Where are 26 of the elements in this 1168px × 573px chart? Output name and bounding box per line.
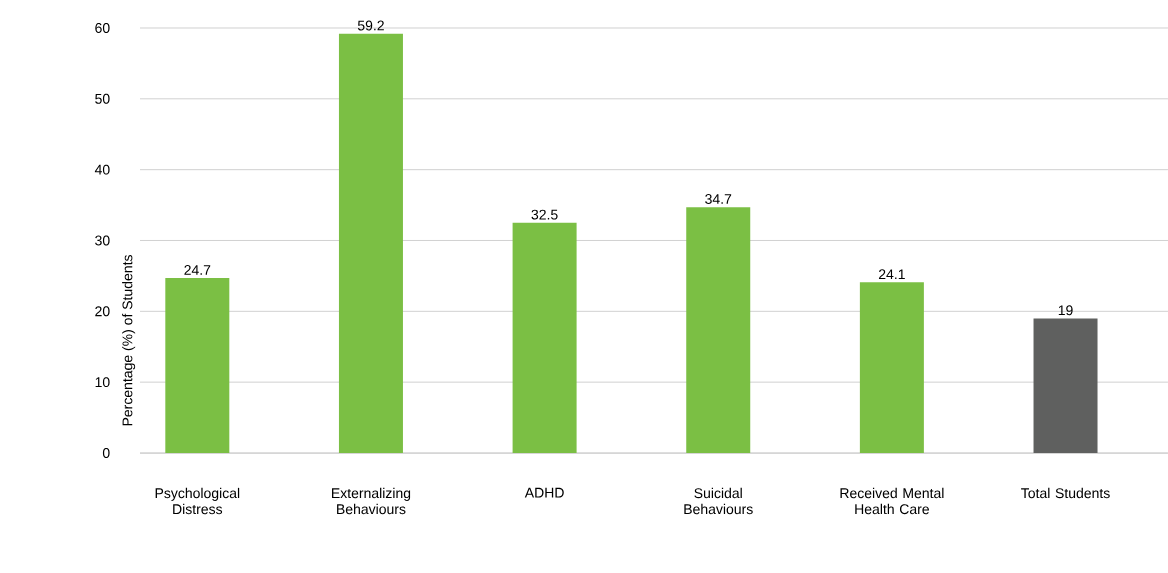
bar (686, 207, 751, 453)
data-label: 32.5 (531, 209, 558, 220)
x-tick-label: Received Mental Health Care (840, 487, 944, 515)
bar (165, 278, 230, 453)
y-tick-label: 10 (95, 377, 110, 388)
x-tick-label: Externalizing Behaviours (332, 487, 411, 515)
y-tick-label: 0 (102, 448, 110, 458)
x-tick-label: Suicidal Behaviours (684, 487, 753, 515)
bar (859, 282, 924, 453)
y-axis-title: Percentage (%) of Students (122, 255, 136, 426)
data-label: 34.7 (705, 194, 732, 205)
x-tick-label: Psychological Distress (155, 487, 240, 515)
x-tick-label: ADHD (524, 487, 564, 498)
bar (512, 222, 577, 453)
x-tick-label: Total Students (1021, 487, 1110, 499)
data-label: 19 (1058, 305, 1073, 316)
data-label: 59.2 (357, 20, 384, 31)
y-tick-label: 50 (95, 93, 110, 104)
data-label: 24.1 (878, 269, 905, 280)
bar (338, 33, 403, 453)
y-tick-label: 40 (94, 164, 110, 175)
bar (1033, 318, 1098, 453)
data-label: 24.7 (184, 265, 211, 275)
y-tick-label: 60 (95, 23, 110, 33)
y-tick-label: 30 (95, 235, 110, 246)
y-tick-label: 20 (95, 306, 110, 317)
